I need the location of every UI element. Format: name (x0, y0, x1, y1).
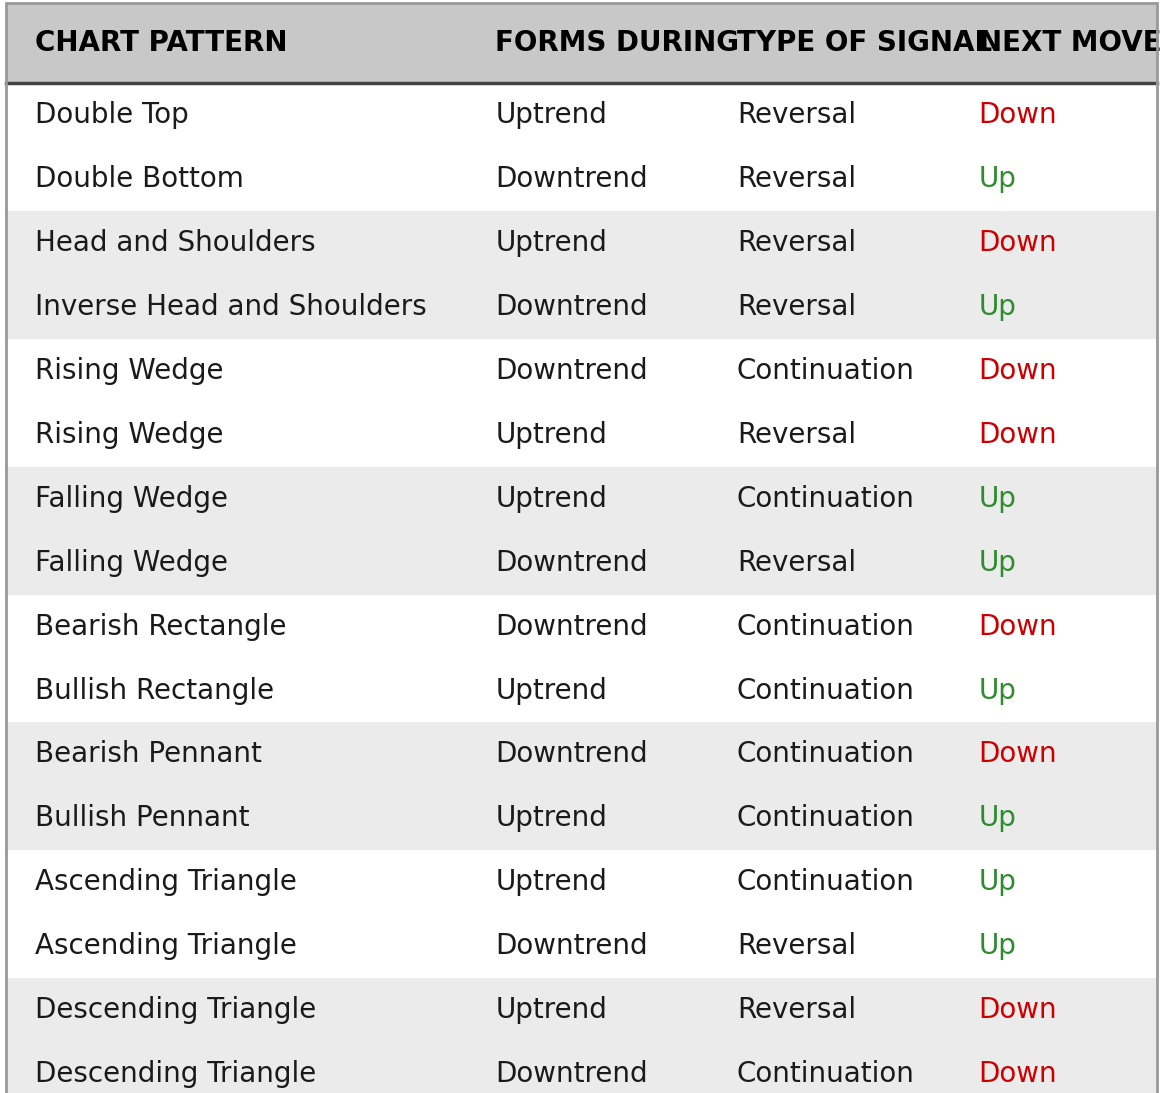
Text: FORMS DURING: FORMS DURING (495, 30, 740, 57)
Text: Double Top: Double Top (35, 101, 188, 129)
Text: Down: Down (979, 996, 1057, 1024)
Bar (6, 467, 1157, 531)
Text: Double Bottom: Double Bottom (35, 165, 243, 193)
Text: Up: Up (979, 165, 1016, 193)
Text: Downtrend: Downtrend (495, 356, 648, 385)
Text: Bullish Rectangle: Bullish Rectangle (35, 677, 273, 705)
Text: Up: Up (979, 677, 1016, 705)
Bar (6, 1043, 1157, 1093)
Text: Uptrend: Uptrend (495, 228, 607, 257)
Text: Up: Up (979, 549, 1016, 577)
Text: Head and Shoulders: Head and Shoulders (35, 228, 315, 257)
Bar (6, 3, 1157, 83)
Text: TYPE OF SIGNAL: TYPE OF SIGNAL (737, 30, 992, 57)
Text: Uptrend: Uptrend (495, 484, 607, 513)
Text: Down: Down (979, 612, 1057, 640)
Text: Downtrend: Downtrend (495, 1060, 648, 1089)
Text: Reversal: Reversal (737, 101, 856, 129)
Text: Reversal: Reversal (737, 421, 856, 449)
Text: Down: Down (979, 421, 1057, 449)
Text: Descending Triangle: Descending Triangle (35, 1060, 316, 1089)
Bar (6, 146, 1157, 211)
Bar (6, 850, 1157, 914)
Text: Continuation: Continuation (737, 740, 915, 768)
Text: Continuation: Continuation (737, 612, 915, 640)
Text: Down: Down (979, 1060, 1057, 1089)
Bar (6, 914, 1157, 978)
Text: Bearish Pennant: Bearish Pennant (35, 740, 262, 768)
Text: Descending Triangle: Descending Triangle (35, 996, 316, 1024)
Text: Continuation: Continuation (737, 804, 915, 833)
Bar (6, 531, 1157, 595)
Bar (6, 978, 1157, 1043)
Text: Down: Down (979, 101, 1057, 129)
Bar (6, 211, 1157, 274)
Text: Downtrend: Downtrend (495, 932, 648, 961)
Text: Inverse Head and Shoulders: Inverse Head and Shoulders (35, 293, 427, 321)
Text: Down: Down (979, 740, 1057, 768)
Bar (6, 658, 1157, 722)
Text: Uptrend: Uptrend (495, 421, 607, 449)
Bar (6, 274, 1157, 339)
Text: Ascending Triangle: Ascending Triangle (35, 932, 297, 961)
Text: Rising Wedge: Rising Wedge (35, 356, 223, 385)
Text: Up: Up (979, 293, 1016, 321)
Bar (6, 339, 1157, 402)
Text: Uptrend: Uptrend (495, 677, 607, 705)
Text: Reversal: Reversal (737, 932, 856, 961)
Text: Uptrend: Uptrend (495, 101, 607, 129)
Text: Up: Up (979, 868, 1016, 896)
Text: Continuation: Continuation (737, 677, 915, 705)
Text: Rising Wedge: Rising Wedge (35, 421, 223, 449)
Text: Continuation: Continuation (737, 868, 915, 896)
Text: Bullish Pennant: Bullish Pennant (35, 804, 249, 833)
Text: Downtrend: Downtrend (495, 165, 648, 193)
Text: CHART PATTERN: CHART PATTERN (35, 30, 287, 57)
Bar (6, 722, 1157, 787)
Text: Reversal: Reversal (737, 549, 856, 577)
Text: Down: Down (979, 356, 1057, 385)
Bar (6, 595, 1157, 658)
Text: Bearish Rectangle: Bearish Rectangle (35, 612, 286, 640)
Text: Up: Up (979, 932, 1016, 961)
Text: Downtrend: Downtrend (495, 740, 648, 768)
Text: Downtrend: Downtrend (495, 293, 648, 321)
Bar (6, 402, 1157, 467)
Text: Continuation: Continuation (737, 1060, 915, 1089)
Text: Ascending Triangle: Ascending Triangle (35, 868, 297, 896)
Text: Down: Down (979, 228, 1057, 257)
Text: Falling Wedge: Falling Wedge (35, 549, 228, 577)
Text: Continuation: Continuation (737, 356, 915, 385)
Text: NEXT MOVE: NEXT MOVE (979, 30, 1162, 57)
Text: Falling Wedge: Falling Wedge (35, 484, 228, 513)
Text: Reversal: Reversal (737, 165, 856, 193)
Bar (6, 787, 1157, 850)
Text: Continuation: Continuation (737, 484, 915, 513)
Text: Uptrend: Uptrend (495, 996, 607, 1024)
Text: Downtrend: Downtrend (495, 612, 648, 640)
Text: Downtrend: Downtrend (495, 549, 648, 577)
Bar (6, 83, 1157, 146)
Text: Uptrend: Uptrend (495, 804, 607, 833)
Text: Up: Up (979, 484, 1016, 513)
Text: Uptrend: Uptrend (495, 868, 607, 896)
Text: Reversal: Reversal (737, 228, 856, 257)
Text: Up: Up (979, 804, 1016, 833)
Text: Reversal: Reversal (737, 293, 856, 321)
Text: Reversal: Reversal (737, 996, 856, 1024)
